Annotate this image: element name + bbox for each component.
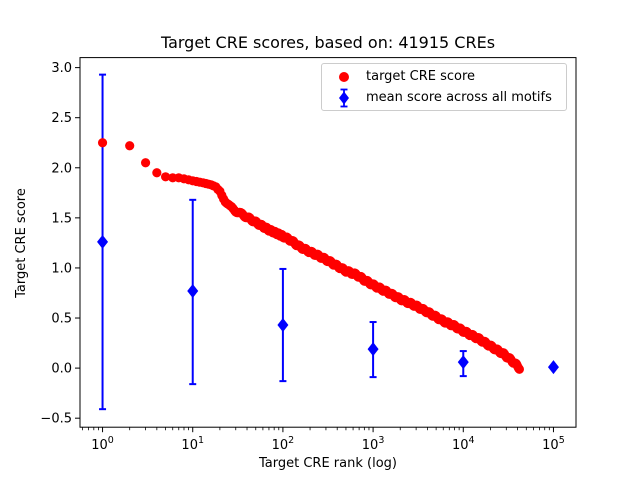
x-tick-label: 100 <box>91 435 114 453</box>
legend-marker-cell <box>322 87 366 109</box>
y-tick-label: 1.5 <box>51 211 72 226</box>
y-tick-label: 1.0 <box>51 261 72 276</box>
x-tick-label: 101 <box>181 435 204 453</box>
x-tick-label: 104 <box>452 435 475 453</box>
target-score-point <box>514 364 524 374</box>
axes-frame <box>79 57 577 428</box>
x-tick-label: 105 <box>542 435 565 453</box>
target-score-point <box>97 138 108 148</box>
mean-score-diamond <box>187 283 199 298</box>
legend: target CRE score mean score across all m… <box>321 63 567 111</box>
chart-title: Target CRE scores, based on: 41915 CREs <box>160 33 496 52</box>
target-score-point <box>140 158 151 168</box>
mean-score-diamond <box>367 342 379 357</box>
target-score-point <box>160 172 171 182</box>
blue-diamond-errorbar-icon <box>339 88 349 107</box>
red-circle-marker-icon <box>339 71 349 82</box>
x-axis-label: Target CRE rank (log) <box>259 456 397 471</box>
legend-label: mean score across all motifs <box>366 89 552 105</box>
legend-entry-mean-score: mean score across all motifs <box>322 87 566 108</box>
x-tick-label: 103 <box>362 435 385 453</box>
y-tick-label: 2.0 <box>51 161 72 176</box>
mean-score-diamond <box>97 234 109 249</box>
mean-score-diamond <box>277 318 289 333</box>
y-tick-label: 2.5 <box>51 111 72 126</box>
legend-entry-target-score: target CRE score <box>322 66 566 87</box>
y-tick-label: 0.5 <box>51 312 72 327</box>
y-axis-label: Target CRE score <box>14 188 29 298</box>
legend-marker-cell <box>322 71 366 82</box>
mean-score-diamond <box>547 360 559 375</box>
target-score-point <box>152 168 162 178</box>
y-tick-label: 3.0 <box>51 61 72 76</box>
y-tick-label: −0.5 <box>40 412 72 427</box>
mean-score-diamond <box>457 355 469 370</box>
legend-label: target CRE score <box>366 68 476 84</box>
y-tick-label: 0.0 <box>51 362 72 377</box>
x-tick-label: 102 <box>272 435 295 453</box>
target-score-point <box>125 141 135 151</box>
